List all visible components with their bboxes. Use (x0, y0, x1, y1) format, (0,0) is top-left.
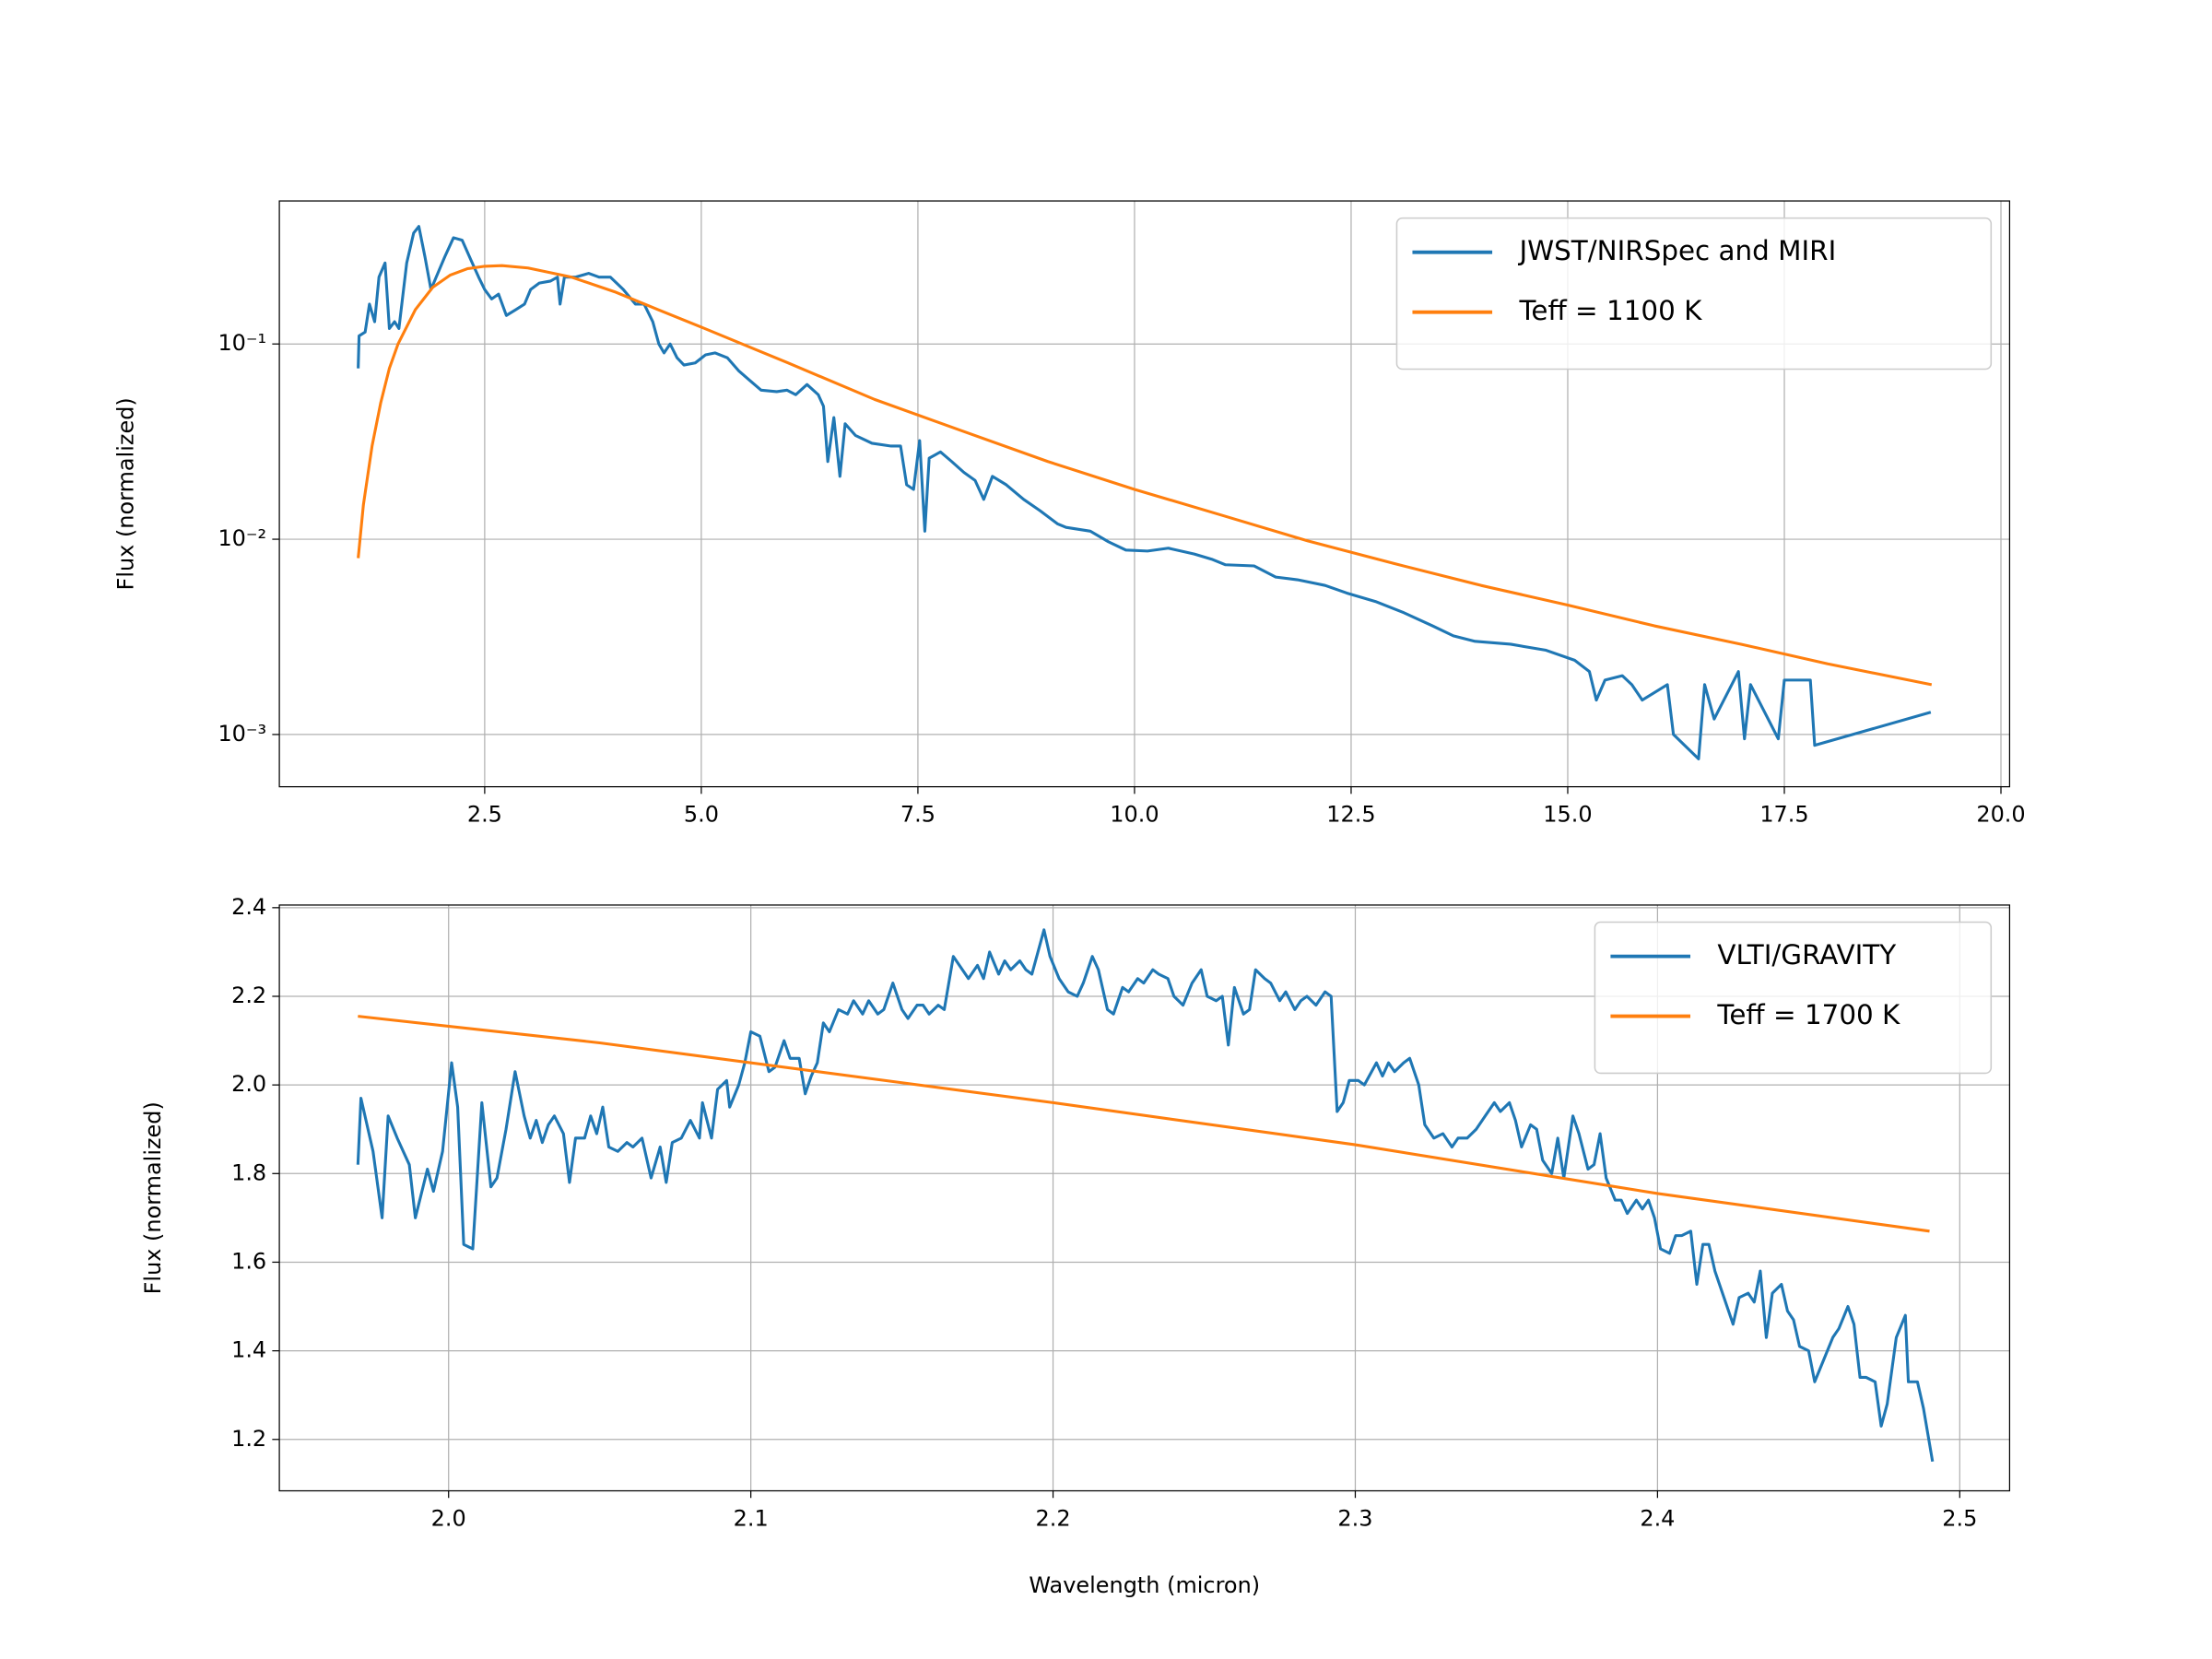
y-tick-label: 10⁻¹ (218, 330, 266, 356)
y-tick-label: 2.4 (231, 894, 266, 920)
x-tick-label: 2.1 (734, 1505, 769, 1531)
x-tick-label: 17.5 (1759, 802, 1808, 828)
y-axis-label: Flux (normalized) (140, 1101, 166, 1294)
legend-label: Teff = 1100 K (1518, 295, 1702, 326)
series-line (358, 1015, 1930, 1233)
x-tick-label: 2.3 (1337, 1505, 1372, 1531)
y-tick-label: 1.2 (231, 1426, 266, 1452)
x-tick-label: 2.5 (467, 802, 502, 828)
legend-label: JWST/NIRSpec and MIRI (1517, 235, 1836, 266)
y-tick-label: 1.8 (231, 1159, 266, 1185)
x-tick-label: 5.0 (684, 802, 719, 828)
x-tick-label: 12.5 (1326, 802, 1375, 828)
y-tick-label: 2.0 (231, 1071, 266, 1097)
x-tick-label: 2.0 (431, 1505, 466, 1531)
y-axis-label: Flux (normalized) (113, 397, 139, 590)
x-tick-label: 2.5 (1942, 1505, 1977, 1531)
y-tick-label: 1.6 (231, 1248, 266, 1274)
legend: JWST/NIRSpec and MIRI Teff = 1100 K (1395, 217, 1993, 371)
legend-box (1395, 217, 1993, 371)
x-tick-label: 20.0 (1976, 802, 2025, 828)
x-tick-label: 2.4 (1640, 1505, 1675, 1531)
series-line (357, 264, 1933, 687)
x-axis-label: Wavelength (micron) (1029, 1572, 1260, 1598)
series-line (357, 225, 1932, 760)
legend-label: VLTI/GRAVITY (1717, 939, 1896, 971)
legend: VLTI/GRAVITY Teff = 1700 K (1594, 921, 1993, 1075)
x-tick-label: 15.0 (1543, 802, 1592, 828)
x-tick-label: 2.2 (1036, 1505, 1071, 1531)
axes-frame (278, 904, 2011, 1492)
legend-box (1594, 921, 1993, 1075)
y-tick-label: 10⁻² (218, 525, 266, 551)
y-tick-label: 10⁻³ (218, 721, 266, 747)
axes-frame (278, 200, 2011, 788)
y-tick-label: 1.4 (231, 1337, 266, 1363)
x-tick-label: 7.5 (900, 802, 935, 828)
legend-label: Teff = 1700 K (1716, 999, 1900, 1030)
y-tick-label: 2.2 (231, 982, 266, 1008)
series-line (356, 928, 1935, 1463)
x-tick-label: 10.0 (1110, 802, 1159, 828)
